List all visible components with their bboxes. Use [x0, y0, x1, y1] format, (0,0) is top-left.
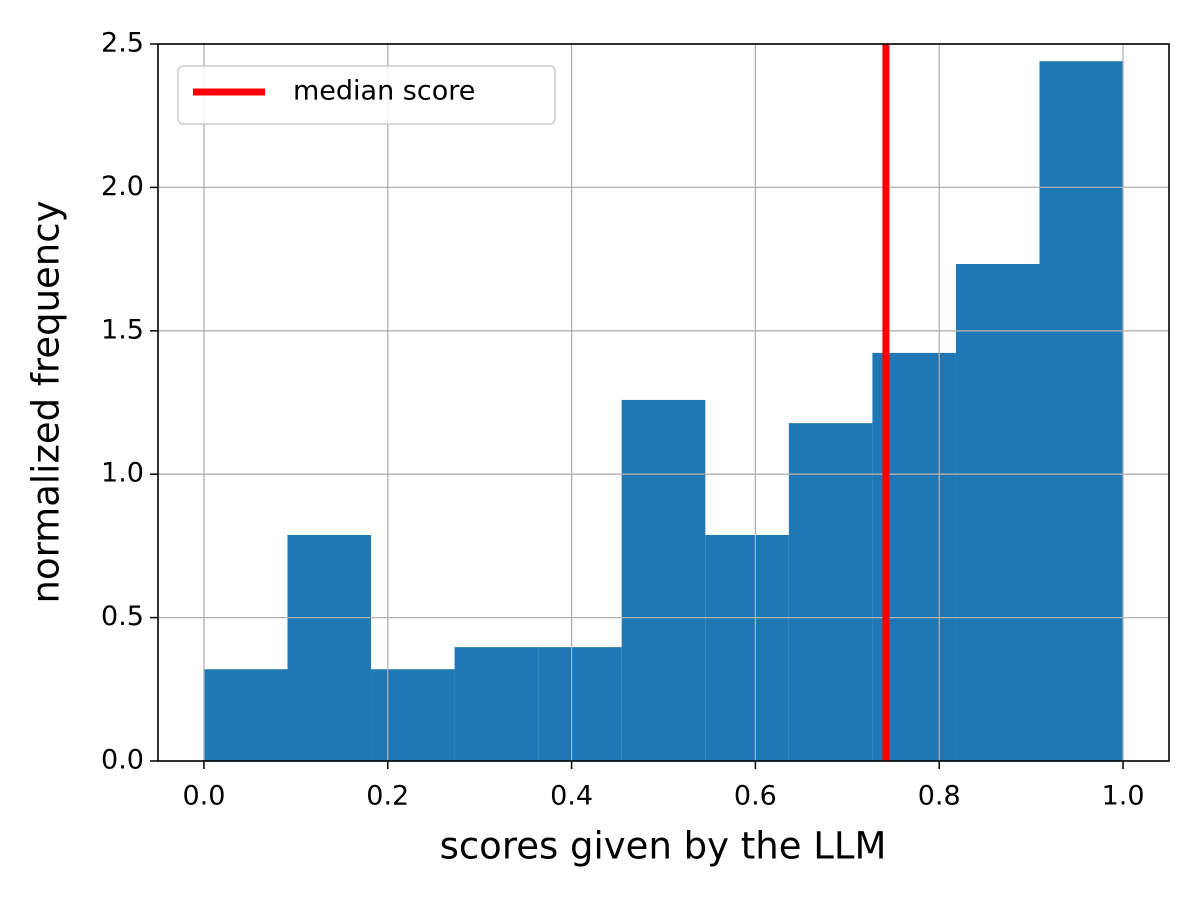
x-tick-label: 0.0 — [182, 781, 225, 812]
x-axis-label: scores given by the LLM — [440, 825, 887, 868]
x-tick-label: 0.2 — [366, 781, 409, 812]
y-tick-label: 2.5 — [101, 28, 144, 59]
x-tick-label: 0.6 — [734, 781, 777, 812]
bar — [538, 647, 622, 761]
bar — [955, 263, 1040, 761]
bar — [705, 535, 789, 761]
x-tick-label: 1.0 — [1102, 781, 1145, 812]
legend-label: median score — [293, 76, 475, 107]
bar — [203, 669, 288, 761]
bar — [788, 423, 873, 761]
y-axis-label: normalized frequency — [25, 201, 68, 604]
bar — [1039, 61, 1124, 761]
bar — [371, 669, 455, 761]
bar — [621, 399, 706, 761]
bar — [454, 647, 539, 761]
x-tick-label: 0.8 — [918, 781, 961, 812]
y-tick-label: 1.0 — [101, 458, 144, 489]
axes-frame — [157, 43, 1170, 762]
x-tick-label: 0.4 — [550, 781, 593, 812]
bar — [287, 535, 372, 761]
y-tick-label: 0.0 — [101, 745, 144, 776]
y-tick-label: 1.5 — [101, 314, 144, 345]
y-tick-label: 0.5 — [101, 601, 144, 632]
y-tick-label: 2.0 — [101, 171, 144, 202]
legend-box — [177, 65, 556, 125]
